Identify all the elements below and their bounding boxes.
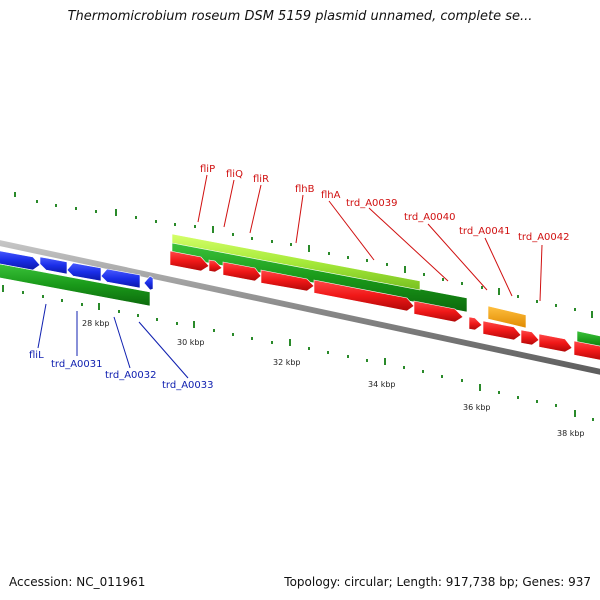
gene-label-flhB: flhB xyxy=(295,184,315,195)
gene-blue-2 xyxy=(39,256,68,275)
gene-red-8 xyxy=(482,320,522,341)
gene-label-fliL: fliL xyxy=(29,350,44,361)
gene-blue-5 xyxy=(143,275,154,291)
scale-label-38kbp: 38 kbp xyxy=(557,429,585,438)
gene-green-main xyxy=(171,241,468,313)
gene-red-11 xyxy=(573,340,600,361)
gene-label-flhA: flhA xyxy=(321,190,341,201)
upper-label-connectors xyxy=(197,174,543,302)
inner-tick-marks xyxy=(2,285,594,421)
gene-red-6 xyxy=(413,300,464,323)
gene-red-2 xyxy=(208,259,223,273)
scale-label-36kbp: 36 kbp xyxy=(463,403,491,412)
outer-tick-marks xyxy=(14,192,593,318)
blue-genes xyxy=(0,250,154,291)
gene-blue-3 xyxy=(66,262,102,282)
gene-label-fliP: fliP xyxy=(200,164,215,175)
scale-label-28kbp: 28 kbp xyxy=(82,319,110,328)
gene-blue-4 xyxy=(100,268,141,289)
gene-red-1 xyxy=(169,250,210,272)
scale-label-34kbp: 34 kbp xyxy=(368,380,396,389)
forward-strand-genes xyxy=(169,250,600,361)
gene-red-4 xyxy=(260,269,315,292)
gene-highlight-lime xyxy=(171,233,421,291)
scale-label-32kbp: 32 kbp xyxy=(273,358,301,367)
gene-green-left xyxy=(0,263,151,307)
accession-text: Accession: NC_011961 xyxy=(9,575,146,589)
gene-orange xyxy=(487,305,527,329)
gene-red-10 xyxy=(538,333,573,353)
gene-label-trd-A0042: trd_A0042 xyxy=(518,232,570,243)
lower-gene-labels: fliL trd_A0031 trd_A0032 trd_A0033 xyxy=(29,303,214,391)
gene-label-fliQ: fliQ xyxy=(226,169,243,180)
genome-summary-text: Topology: circular; Length: 917,738 bp; … xyxy=(284,575,591,589)
reverse-strand-genes xyxy=(0,233,600,351)
gene-label-trd-A0033: trd_A0033 xyxy=(162,380,214,391)
map-title: Thermomicrobium roseum DSM 5159 plasmid … xyxy=(67,9,533,24)
gene-label-trd-A0041: trd_A0041 xyxy=(459,226,511,237)
lower-label-connectors xyxy=(37,303,189,379)
genome-backbone xyxy=(0,240,600,375)
gene-label-fliR: fliR xyxy=(253,174,269,185)
gene-red-9 xyxy=(520,329,540,346)
gene-red-3 xyxy=(222,261,262,282)
gene-red-5 xyxy=(313,279,415,312)
gene-label-trd-A0039: trd_A0039 xyxy=(346,198,398,209)
gene-label-trd-A0031: trd_A0031 xyxy=(51,359,103,370)
gene-blue-1 xyxy=(0,250,41,271)
scale-labels: 28 kbp 30 kbp 32 kbp 34 kbp 36 kbp 38 kb… xyxy=(82,319,585,438)
gene-label-trd-A0032: trd_A0032 xyxy=(105,370,157,381)
scale-label-30kbp: 30 kbp xyxy=(177,338,205,347)
gene-red-7 xyxy=(468,316,483,331)
upper-gene-labels: fliP fliQ fliR flhB flhA trd_A0039 trd_A… xyxy=(197,164,570,302)
gene-label-trd-A0040: trd_A0040 xyxy=(404,212,456,223)
